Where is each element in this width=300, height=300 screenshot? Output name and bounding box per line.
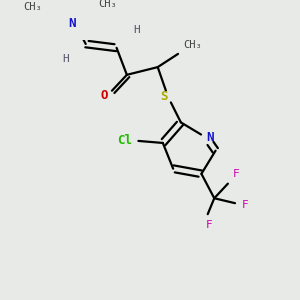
Text: Cl: Cl [117,134,132,147]
Text: S: S [160,90,168,103]
Text: CH₃: CH₃ [99,0,117,9]
Text: O: O [100,89,108,102]
Text: N: N [68,17,75,30]
Text: F: F [205,220,212,230]
Text: H: H [62,54,69,64]
Text: N: N [207,131,214,144]
Text: H: H [133,25,140,35]
Text: CH₃: CH₃ [23,2,42,12]
Text: F: F [241,200,248,210]
Text: CH₃: CH₃ [183,40,202,50]
Text: F: F [232,169,239,179]
